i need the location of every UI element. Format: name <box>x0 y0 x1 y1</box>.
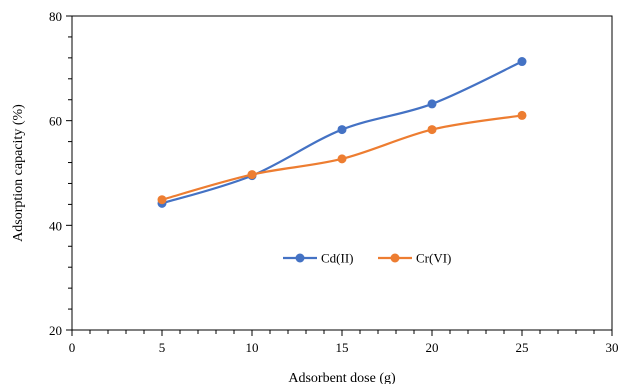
legend-item-1-label: Cd(II) <box>321 251 354 266</box>
series-1-point <box>337 125 347 135</box>
x-tick-label: 30 <box>606 340 619 355</box>
legend-item-2-marker <box>390 253 400 263</box>
series-1-point <box>427 99 437 109</box>
plot-border <box>71 15 613 331</box>
x-tick-label: 5 <box>159 340 166 355</box>
x-tick-label: 0 <box>69 340 76 355</box>
y-axis-title: Adsorption capacity (%) <box>11 104 26 242</box>
series-2-point <box>337 154 347 164</box>
y-tick-label: 20 <box>49 323 62 338</box>
x-tick-label: 10 <box>246 340 259 355</box>
series-1-point <box>517 57 527 67</box>
series-2-point <box>427 125 437 135</box>
y-tick-label: 60 <box>49 114 62 129</box>
series-2-point <box>157 195 167 205</box>
series-2-point <box>517 110 527 120</box>
axes: 0 5 10 15 20 25 30 20 40 60 80 <box>49 9 619 355</box>
y-tick-label: 80 <box>49 9 62 24</box>
series-layer <box>157 57 527 208</box>
legend-item-1-marker <box>295 253 305 263</box>
x-tick-label: 20 <box>426 340 439 355</box>
legend-item-2-label: Cr(VI) <box>416 251 451 266</box>
x-tick-label: 25 <box>516 340 529 355</box>
plot-area <box>71 15 613 331</box>
series-2-point <box>247 170 257 180</box>
legend: Cd(II) Cr(VI) <box>283 251 451 266</box>
x-axis-title: Adsorbent dose (g) <box>288 371 396 384</box>
x-tick-label: 15 <box>336 340 349 355</box>
y-tick-label: 40 <box>49 218 62 233</box>
